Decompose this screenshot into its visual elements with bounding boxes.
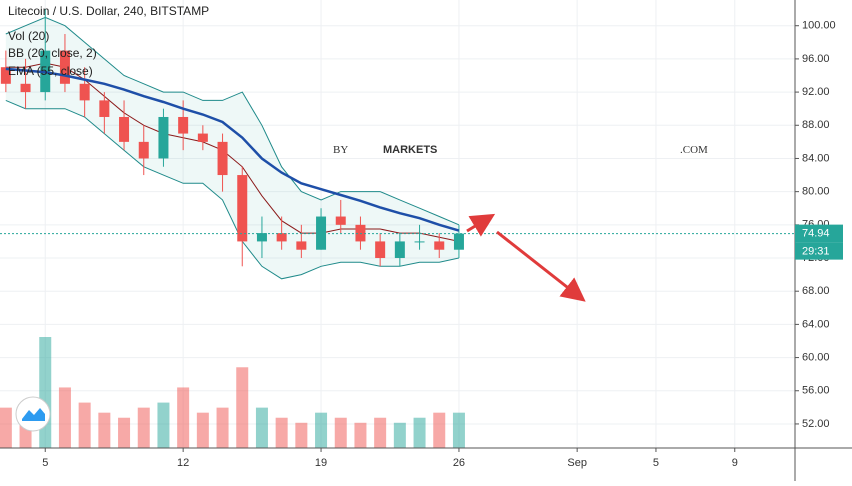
x-tick-label: 12	[177, 457, 189, 469]
last-price-label: 74.94	[802, 228, 830, 240]
volume-bar	[393, 422, 406, 448]
y-tick-label: 88.00	[802, 119, 830, 131]
y-tick-label: 100.00	[802, 20, 836, 32]
volume-bar	[255, 407, 268, 448]
plot-area	[0, 9, 795, 448]
watermark-com: .COM	[680, 144, 708, 156]
watermark-by: BY	[333, 144, 348, 156]
candle-body	[158, 116, 169, 159]
volume-bar	[0, 407, 12, 448]
y-tick-label: 52.00	[802, 418, 830, 430]
volume-bar	[157, 402, 170, 448]
candle-body	[79, 83, 90, 101]
candle-body	[119, 116, 130, 142]
candle-body	[276, 233, 287, 242]
countdown-label: 29:31	[802, 246, 830, 258]
volume-bar	[98, 412, 111, 448]
candle-body	[99, 100, 110, 117]
candle-body	[434, 241, 445, 250]
volume-bar	[433, 412, 446, 448]
x-tick-label: 19	[315, 457, 327, 469]
y-tick-label: 56.00	[802, 385, 830, 397]
candle-body	[138, 141, 149, 159]
legend-volume: Vol (20)	[8, 29, 49, 43]
candle-body	[453, 233, 464, 250]
y-tick-label: 60.00	[802, 351, 830, 363]
bb-upper	[5, 16, 460, 226]
candle-body	[217, 141, 228, 176]
volume-bar	[196, 412, 209, 448]
volume-bar	[413, 417, 426, 448]
x-tick-label: 9	[732, 457, 738, 469]
y-tick-label: 84.00	[802, 152, 830, 164]
legend-bb: BB (20, close, 2)	[8, 46, 97, 60]
candle-body	[375, 241, 386, 259]
x-tick-label: 5	[42, 457, 48, 469]
candle-body	[237, 175, 248, 242]
watermark-markets: MARKETS	[383, 144, 437, 156]
axes: 52.0056.0060.0064.0068.0072.0076.0080.00…	[42, 20, 835, 469]
volume-bar	[58, 387, 71, 448]
volume-bar	[137, 407, 150, 448]
volume-bar	[118, 417, 131, 448]
candle-body	[59, 50, 70, 84]
candle-body	[197, 133, 208, 142]
candle-body	[414, 241, 425, 243]
arrow-down	[496, 230, 586, 302]
volume-bar	[275, 417, 288, 448]
bb-basis	[5, 62, 460, 242]
volume-bar	[374, 417, 387, 448]
candle-body	[20, 83, 31, 93]
volume-bar	[315, 412, 328, 448]
grid	[0, 0, 795, 448]
volume-bar	[236, 367, 249, 448]
ema-line	[5, 67, 460, 232]
candle-body	[394, 241, 405, 259]
chart-title: Litecoin / U.S. Dollar, 240, BITSTAMP	[8, 4, 209, 18]
x-tick-label: 26	[453, 457, 465, 469]
volume-bar	[78, 402, 91, 448]
countdown-tag	[795, 242, 843, 260]
candle-body	[296, 241, 307, 250]
volume-bar	[177, 387, 190, 448]
bb-fill	[5, 17, 459, 279]
volume-bar	[39, 337, 52, 448]
candle-body	[0, 67, 11, 84]
volume-bar	[354, 422, 367, 448]
y-tick-label: 80.00	[802, 186, 830, 198]
volume-bar	[334, 417, 347, 448]
candle-body	[178, 116, 189, 134]
y-tick-label: 96.00	[802, 53, 830, 65]
volume-bar	[452, 412, 465, 448]
x-tick-label: 5	[653, 457, 659, 469]
candle-body	[256, 233, 267, 242]
y-tick-label: 68.00	[802, 285, 830, 297]
arrow-up	[466, 213, 496, 237]
candle-body	[335, 216, 346, 225]
bb-lower	[5, 99, 460, 280]
y-tick-label: 92.00	[802, 86, 830, 98]
legend-ema: EMA (55, close)	[8, 64, 93, 78]
y-tick-label: 64.00	[802, 318, 830, 330]
logo-icon	[22, 408, 45, 421]
volume-bar	[216, 407, 229, 448]
last-price-tag	[795, 224, 843, 243]
x-tick-label: Sep	[567, 457, 587, 469]
volume-bar	[295, 422, 308, 448]
